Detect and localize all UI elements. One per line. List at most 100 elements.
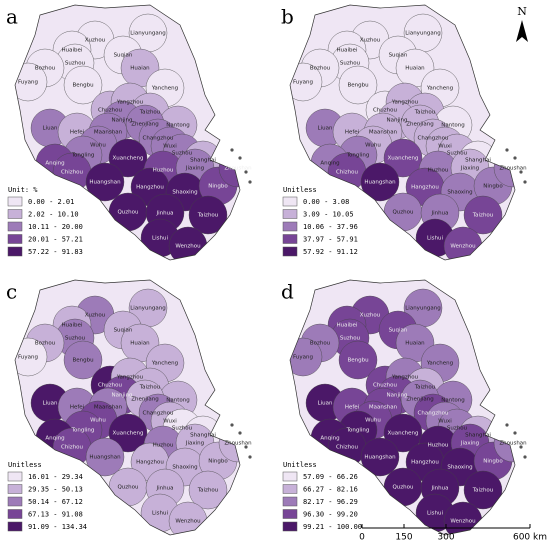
city-label: Suzhou [340,61,360,67]
city-label: Tongling [71,153,95,159]
city-label: Hefei [70,130,85,136]
island [513,431,517,435]
city-label: Suzhou [65,61,85,67]
city-label: Chuzhou [373,108,397,114]
city-region [463,195,503,235]
legend-swatch [282,209,298,219]
city-label: Huangshan [89,180,121,186]
city-label: Zhoushan [499,441,527,447]
city-label: Wuxi [163,144,177,150]
region-outline [289,4,516,261]
city-label: Wuhu [365,418,381,424]
city-label: Zhoushan [499,166,527,172]
legend-swatch [282,509,298,519]
region-outline [289,279,516,536]
city-label: Suzhou [65,336,85,342]
legend-label: 57.09 - 66.26 [303,473,358,481]
legend-label: 50.14 - 67.12 [28,498,83,506]
legend-label: 10.11 - 20.00 [28,223,83,231]
city-label: Changzhou [143,136,174,142]
city-region [360,437,400,477]
city-label: Xuzhou [85,38,105,44]
city-label: Zhenjiang [406,397,434,403]
legend-title: Unit: % [8,186,38,194]
city-region [108,413,148,453]
city-label: Changzhou [418,136,449,142]
map-regions [290,5,515,260]
city-label: Zhenjiang [406,122,434,128]
city-label: Huaian [130,341,150,347]
island [513,156,517,160]
island [244,445,248,449]
city-label: Jinhua [431,486,449,492]
city-label: Taizhou [197,213,219,219]
city-label: Maanshan [94,405,123,411]
city-label: Lianyungang [405,31,441,37]
city-label: Nanjing [111,118,132,124]
city-label: Nantong [441,398,464,404]
city-label: Fuyang [18,355,38,361]
city-label: Taizhou [139,110,161,116]
island [248,180,252,184]
city-region [63,340,103,380]
city-label: Huzhou [153,443,174,449]
city-label: Changzhou [418,411,449,417]
city-label: Maanshan [369,130,398,136]
city-label: Chuzhou [98,383,122,389]
legend-label: 57.22 - 91.83 [28,248,83,256]
city-label: Taizhou [472,213,494,219]
city-label: Huaian [405,66,425,72]
city-label: Taizhou [472,488,494,494]
city-label: Xuzhou [360,313,380,319]
city-label: Anqing [45,436,64,442]
legend-label: 37.97 - 57.91 [303,236,358,244]
city-label: Bengbu [72,83,93,89]
city-label: Shanghai [465,158,491,164]
island [523,455,527,459]
city-label: Changzhou [143,411,174,417]
island [519,170,523,174]
city-label: Quzhou [392,210,413,216]
city-region [85,162,125,202]
region-outline [14,279,241,536]
panel-letter: c [6,280,17,304]
city-label: Wuhu [90,143,106,149]
legend-label: 0.00 - 2.01 [28,198,74,206]
legend-label: 82.17 - 96.29 [303,498,358,506]
city-label: Huangshan [364,180,396,186]
city-label: Taizhou [414,110,436,116]
city-label: Suzhou [447,151,467,157]
city-label: Shanghai [465,433,491,439]
city-label: Bozhou [35,341,55,347]
city-label: Yangzhou [116,100,143,106]
city-label: Chizhou [336,445,358,451]
city-label: Ningbo [483,459,503,465]
legend-swatch [282,484,298,494]
city-label: Nanjing [111,393,132,399]
city-label: Taizhou [197,488,219,494]
city-label: Wenzhou [450,244,475,250]
city-label: Anqing [320,161,339,167]
city-label: Shaoxing [172,190,197,196]
city-label: Huangshan [364,455,396,461]
city-label: Chizhou [61,445,83,451]
city-label: Jinhua [156,211,174,217]
city-region [360,162,400,202]
island [519,445,523,449]
city-label: Suzhou [447,426,467,432]
city-label: Shaoxing [447,190,472,196]
city-label: Nantong [441,123,464,129]
legend-swatch [282,471,298,482]
city-label: Liuan [318,401,333,407]
city-label: Jinhua [431,211,449,217]
city-label: Nantong [166,398,189,404]
legend-swatch [7,246,23,257]
city-label: Fuyang [293,355,313,361]
map-panel: Xuzhou Lianyungang Suqian Huaibei Suzhou Bozh… [281,279,527,536]
panel-letter: b [281,5,294,29]
city-label: Shanghai [190,158,216,164]
city-label: Huaibei [337,323,358,329]
legend-label: 66.27 - 82.16 [303,486,358,494]
city-label: Chizhou [336,170,358,176]
legend-label: 20.01 - 57.21 [28,236,83,244]
